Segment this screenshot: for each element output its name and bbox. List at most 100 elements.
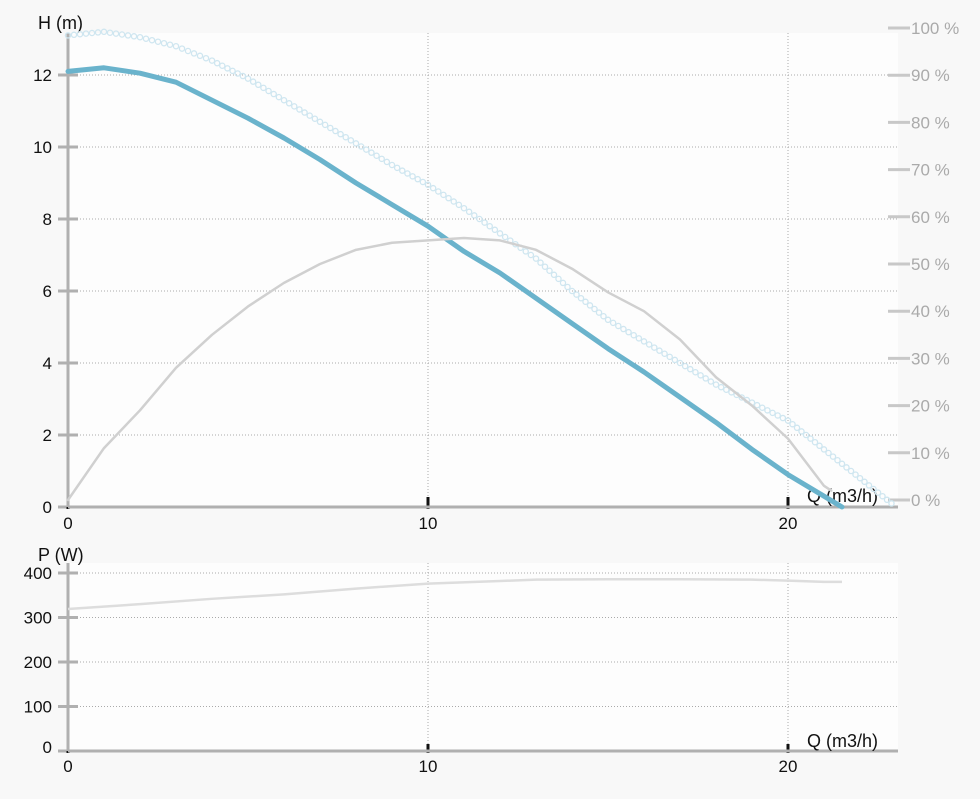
series-1-point xyxy=(184,47,192,55)
series-1-point xyxy=(541,263,549,270)
series-1-point xyxy=(774,412,781,419)
series-1-point xyxy=(550,271,558,279)
series-1-point xyxy=(793,424,801,432)
y2-tick-label: 30 % xyxy=(911,349,950,368)
y-tick-label: 0 xyxy=(43,498,52,517)
series-1-point xyxy=(224,65,231,72)
series-1-point xyxy=(784,417,792,424)
y-tick-label: 200 xyxy=(24,653,52,672)
y2-tick-label: 90 % xyxy=(911,66,950,85)
series-1-point xyxy=(404,170,411,177)
series-1-point xyxy=(586,302,594,309)
series-1-point xyxy=(501,233,509,241)
series-1-point xyxy=(440,191,447,199)
series-1-point xyxy=(321,121,329,129)
series-1-point xyxy=(327,124,334,132)
series-1-point xyxy=(88,29,96,37)
series-1-point xyxy=(465,208,473,216)
series-1-point xyxy=(190,50,198,57)
series-1-point xyxy=(208,57,216,64)
series-1-point xyxy=(486,222,493,230)
y-tick-label: 12 xyxy=(33,66,52,85)
y-axis-label: H (m) xyxy=(38,13,83,33)
series-1-point xyxy=(645,341,653,348)
series-1-point xyxy=(373,152,380,159)
series-1-point xyxy=(196,52,204,60)
series-1-point xyxy=(136,33,144,41)
series-1-point xyxy=(625,328,632,336)
series-1-point xyxy=(347,137,355,144)
series-1-point xyxy=(239,72,247,80)
series-1-point xyxy=(856,474,864,482)
x-tick-label: 20 xyxy=(779,757,798,776)
series-1-point xyxy=(640,338,648,345)
series-1-point xyxy=(383,158,391,166)
series-1-point xyxy=(883,496,891,504)
series-1-point xyxy=(573,291,580,298)
series-1-point xyxy=(676,359,684,367)
series-1-point xyxy=(546,267,553,274)
series-1-point xyxy=(481,219,488,226)
series-1-point xyxy=(496,230,504,237)
series-1-point xyxy=(76,30,84,38)
series-1-point xyxy=(879,492,886,500)
series-1-point xyxy=(296,106,303,113)
y-tick-label: 100 xyxy=(24,698,52,717)
series-1-point xyxy=(64,32,72,39)
series-1-point xyxy=(798,428,805,435)
x-tick-label: 0 xyxy=(63,757,72,776)
series-1-point xyxy=(870,485,877,493)
series-1-point xyxy=(332,127,339,135)
series-1-point xyxy=(270,90,277,98)
series-1-point xyxy=(712,381,720,388)
y-tick-label: 10 xyxy=(33,138,52,157)
series-1-point xyxy=(687,365,694,373)
series-1-point xyxy=(148,36,156,44)
series-1-point xyxy=(764,407,771,414)
series-1-point xyxy=(460,204,468,212)
series-1-point xyxy=(306,112,313,119)
series-1-point xyxy=(609,319,617,327)
y2-tick-label: 50 % xyxy=(911,255,950,274)
series-1-point xyxy=(723,386,730,393)
x-tick-label: 20 xyxy=(779,514,798,533)
series-1-point xyxy=(753,401,761,409)
series-1-point xyxy=(414,175,421,183)
series-1-point xyxy=(285,100,293,107)
series-1-point xyxy=(244,75,252,82)
y-tick-label: 300 xyxy=(24,609,52,628)
series-1-point xyxy=(847,467,855,475)
series-1-point xyxy=(671,356,679,364)
series-1-point xyxy=(130,33,138,40)
series-1-point xyxy=(888,500,895,507)
series-1-point xyxy=(435,188,442,195)
series-1-point xyxy=(604,316,612,324)
series-1-point xyxy=(316,118,324,126)
series-1-point xyxy=(577,294,585,302)
series-1-point xyxy=(697,372,704,379)
series-1-point xyxy=(825,449,832,457)
y2-tick-label: 40 % xyxy=(911,302,950,321)
series-1-point xyxy=(522,248,529,255)
y-axis-label: P (W) xyxy=(38,545,84,565)
series-2-line xyxy=(66,236,833,502)
series-1-point xyxy=(769,409,776,417)
y-tick-label: 400 xyxy=(24,564,52,583)
series-1-point xyxy=(229,67,236,75)
series-1-point xyxy=(874,489,882,496)
series-1-point xyxy=(445,194,452,202)
series-1-point xyxy=(178,45,186,52)
series-1-point xyxy=(779,414,787,422)
series-1-point xyxy=(393,164,401,172)
series-1-point xyxy=(656,347,663,354)
series-1-point xyxy=(352,140,360,147)
series-1-point xyxy=(342,133,349,141)
x-axis-label: Q (m3/h) xyxy=(807,486,878,506)
y-tick-label: 6 xyxy=(43,282,52,301)
series-1-point xyxy=(816,442,823,450)
y2-tick-label: 70 % xyxy=(911,161,950,180)
series-1-point xyxy=(838,460,846,468)
series-1-point xyxy=(852,471,859,478)
series-1-point xyxy=(337,130,344,138)
series-1-point xyxy=(595,309,603,316)
